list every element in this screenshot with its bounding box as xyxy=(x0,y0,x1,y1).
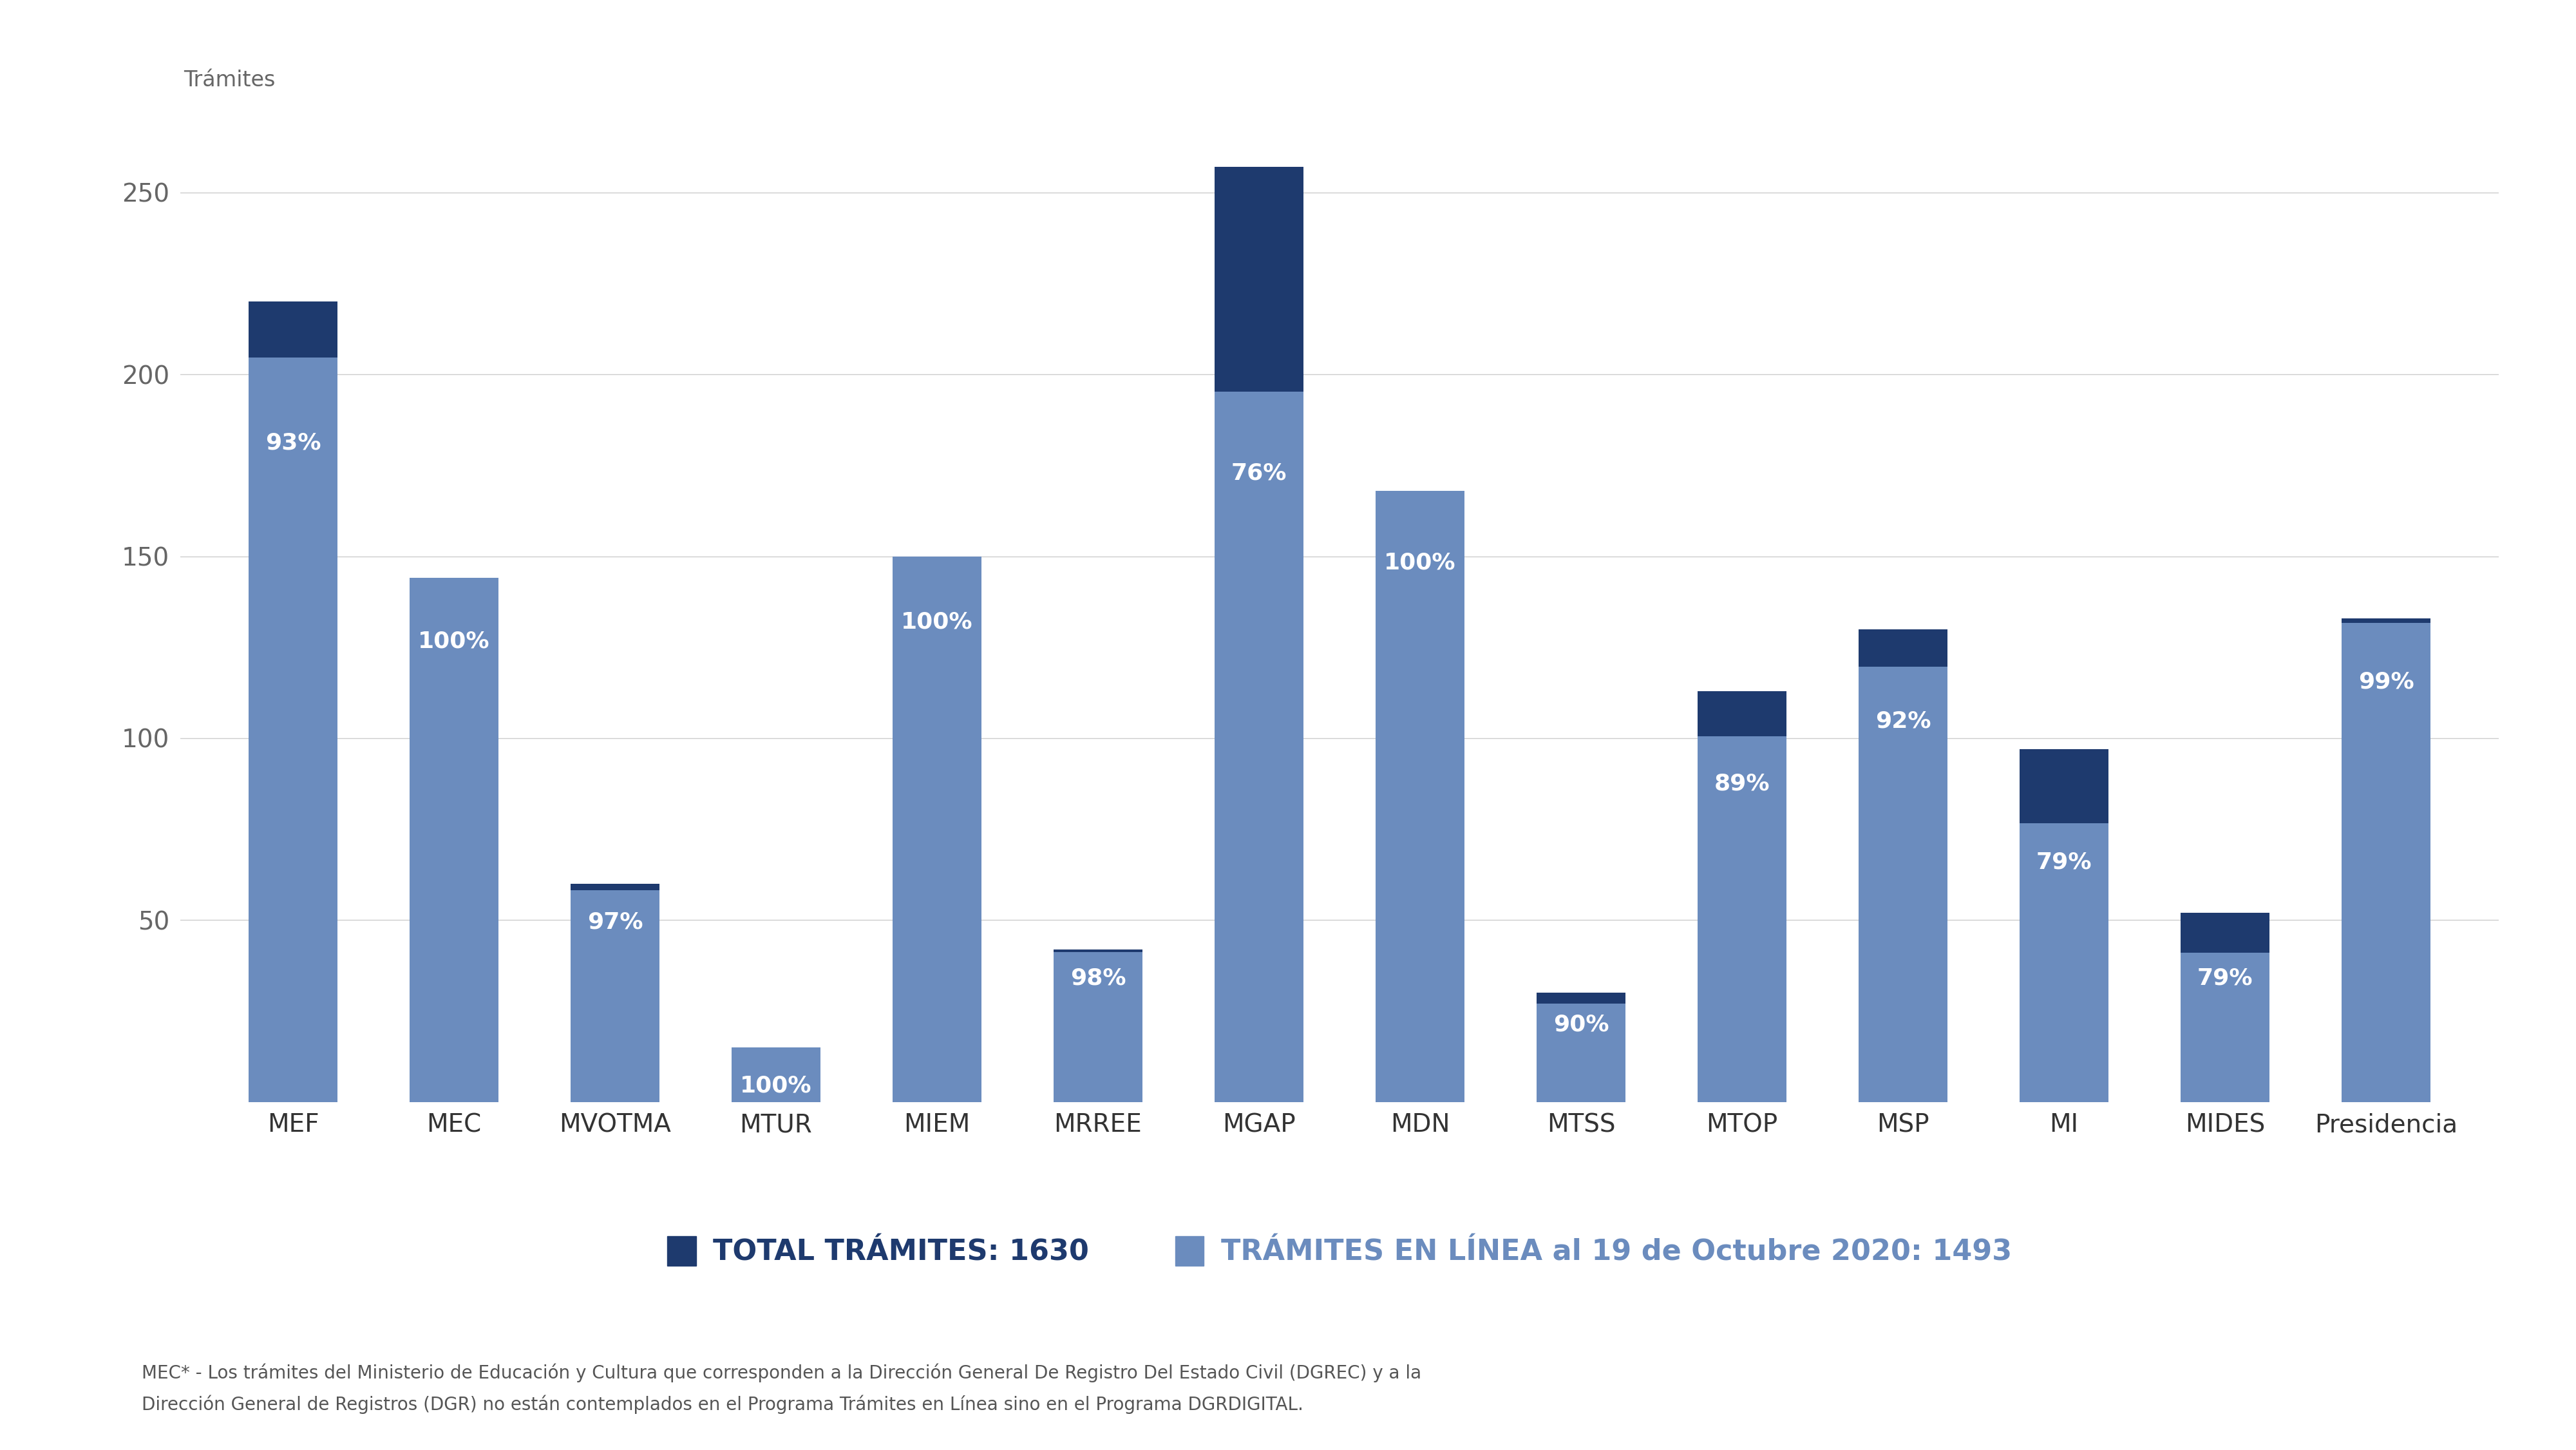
Bar xyxy=(1054,950,1141,1102)
Bar xyxy=(572,883,659,1102)
Bar xyxy=(1698,737,1785,1102)
Bar xyxy=(1538,1003,1625,1102)
Bar xyxy=(410,579,497,1102)
Text: 92%: 92% xyxy=(1875,710,1932,732)
Text: 100%: 100% xyxy=(417,631,489,652)
Bar xyxy=(1216,392,1303,1102)
Bar xyxy=(1376,490,1463,1102)
Text: 79%: 79% xyxy=(2035,851,2092,873)
Bar xyxy=(250,302,337,1102)
Text: 93%: 93% xyxy=(265,432,322,454)
Text: 100%: 100% xyxy=(902,610,974,632)
Bar xyxy=(2020,824,2107,1102)
Bar xyxy=(410,579,497,1102)
Bar xyxy=(1054,953,1141,1102)
Bar xyxy=(1216,167,1303,1102)
Bar xyxy=(2182,953,2269,1102)
Bar xyxy=(2342,618,2429,1102)
Bar xyxy=(2182,914,2269,1102)
Text: 97%: 97% xyxy=(587,912,644,934)
Bar xyxy=(1860,629,1947,1102)
Legend: TOTAL TRÁMITES: 1630, TRÁMITES EN LÍNEA al 19 de Octubre 2020: 1493: TOTAL TRÁMITES: 1630, TRÁMITES EN LÍNEA … xyxy=(657,1225,2022,1277)
Bar xyxy=(1376,490,1463,1102)
Text: 99%: 99% xyxy=(2357,671,2414,693)
Bar xyxy=(1860,667,1947,1102)
Bar xyxy=(732,1047,819,1102)
Bar xyxy=(1538,993,1625,1102)
Text: 89%: 89% xyxy=(1713,773,1770,795)
Bar xyxy=(894,557,981,1102)
Text: 76%: 76% xyxy=(1231,463,1288,484)
Bar xyxy=(250,358,337,1102)
Text: 100%: 100% xyxy=(1383,552,1455,574)
Bar xyxy=(732,1047,819,1102)
Text: Trámites: Trámites xyxy=(183,70,276,90)
Bar xyxy=(2020,750,2107,1102)
Bar xyxy=(572,890,659,1102)
Text: 100%: 100% xyxy=(739,1074,811,1096)
Text: MEC* - Los trámites del Ministerio de Educación y Cultura que corresponden a la : MEC* - Los trámites del Ministerio de Ed… xyxy=(142,1363,1422,1414)
Text: 90%: 90% xyxy=(1553,1014,1610,1035)
Bar xyxy=(1698,690,1785,1102)
Bar xyxy=(2342,624,2429,1102)
Text: 79%: 79% xyxy=(2197,967,2254,989)
Bar xyxy=(894,557,981,1102)
Text: 98%: 98% xyxy=(1069,967,1126,989)
